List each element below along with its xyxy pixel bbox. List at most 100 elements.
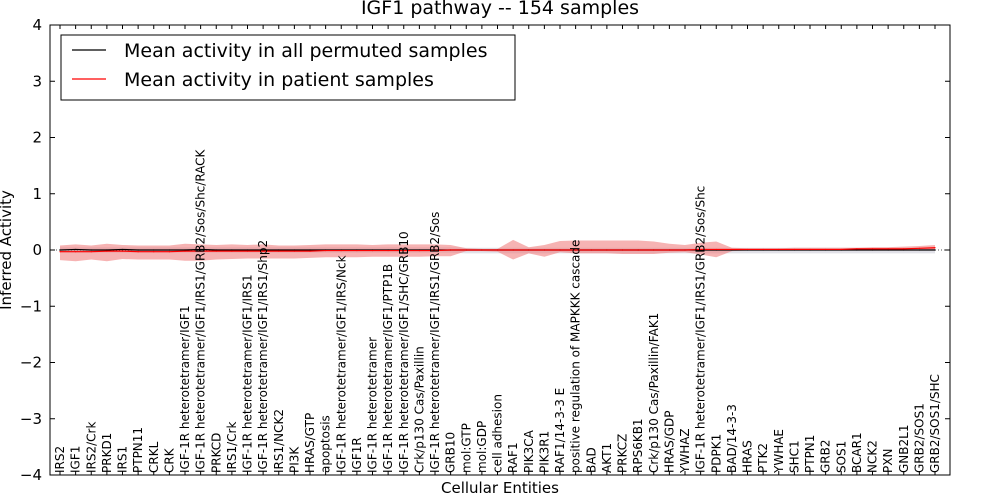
series-0-point-6 <box>153 249 155 251</box>
y-tick-label: 4 <box>32 16 42 34</box>
series-1-point-53 <box>887 248 889 250</box>
x-tick-label-32: RAF1/14-3-3 E <box>553 388 567 473</box>
x-tick-label-33: positive regulation of MAPKKK cascade <box>569 240 583 473</box>
x-tick-label-11: IRS1/Crk <box>225 422 239 473</box>
y-axis-label: Inferred Activity <box>0 190 15 310</box>
x-tick-label-46: YWHAE <box>772 429 786 474</box>
series-1-point-54 <box>903 248 905 250</box>
chart-title: IGF1 pathway -- 154 samples <box>361 0 639 19</box>
series-0-point-5 <box>137 249 139 251</box>
x-tick-label-2: IRS2/Crk <box>84 422 98 473</box>
legend: Mean activity in all permuted samples Me… <box>60 34 516 101</box>
series-0-point-52 <box>871 249 874 251</box>
x-tick-label-36: PRKCZ <box>616 434 630 473</box>
series-1-point-1 <box>75 251 77 253</box>
series-0-point-51 <box>856 249 858 251</box>
series-0-point-11 <box>231 249 233 251</box>
series-1-point-19 <box>356 249 358 252</box>
series-0-point-0 <box>59 249 61 251</box>
series-0-point-15 <box>293 249 295 251</box>
x-tick-label-45: PTK2 <box>756 443 770 473</box>
x-tick-label-56: GRB2/SOS1/SHC <box>928 374 942 473</box>
series-1-point-32 <box>559 249 561 251</box>
x-tick-label-3: PRKD1 <box>100 433 114 473</box>
legend-label-patient: Mean activity in patient samples <box>124 69 434 91</box>
series-1-point-16 <box>309 250 311 252</box>
series-1-point-33 <box>575 249 577 251</box>
series-1-point-6 <box>153 251 155 253</box>
series-1-point-4 <box>121 250 124 252</box>
series-0-point-1 <box>75 248 77 251</box>
legend-box <box>60 34 516 101</box>
x-tick-label-30: PIK3CA <box>522 429 536 473</box>
series-1-point-17 <box>325 249 327 252</box>
series-1-point-34 <box>590 249 592 251</box>
x-axis: IRS2 IGF1 IRS2/Crk PRKD1 IRS1 PTPN11 CRKL CRK IG… <box>53 25 942 475</box>
series-1-point-13 <box>262 250 264 252</box>
series-0-point-9 <box>200 248 202 251</box>
series-0-point-14 <box>278 249 280 251</box>
series-0-point-56 <box>934 249 936 251</box>
series-1-point-43 <box>731 248 733 251</box>
series-1-point-14 <box>278 250 280 252</box>
series-0-point-2 <box>90 249 92 251</box>
x-tick-label-48: PTPN1 <box>803 435 817 473</box>
x-tick-label-23: Crk/p130 Cas/Paxillin <box>412 346 426 473</box>
x-tick-label-22: IGF-1R heterotetramer/IGF1/SHC/GRB10 <box>397 231 411 473</box>
x-tick-label-35: AKT1 <box>600 443 614 473</box>
x-tick-label-18: IGF-1R heterotetramer/IGF1/IRS/Nck <box>334 255 348 473</box>
series-0-point-4 <box>121 248 124 251</box>
x-tick-label-13: IGF-1R heterotetramer/IGF1/IRS1/Shp2 <box>256 240 270 473</box>
x-tick-label-34: BAD <box>584 447 598 473</box>
series-1-point-50 <box>840 248 842 251</box>
x-tick-label-0: IRS2 <box>53 446 67 473</box>
series-1-point-41 <box>700 248 702 251</box>
series-1-point-3 <box>106 250 108 252</box>
series-0-point-7 <box>168 249 170 251</box>
x-tick-label-50: SOS1 <box>834 441 848 473</box>
y-tick-label: −2 <box>20 354 42 372</box>
x-tick-label-7: CRK <box>162 447 176 473</box>
series-1-point-12 <box>246 250 249 252</box>
x-tick-label-42: PDPK1 <box>709 434 723 473</box>
series-1-point-44 <box>746 248 749 251</box>
series-1-point-21 <box>387 249 389 252</box>
x-tick-label-27: mol:GDP <box>475 421 489 473</box>
x-tick-label-26: mol:GTP <box>459 423 473 473</box>
series-1-point-42 <box>715 248 717 251</box>
x-tick-label-9: IGF-1R heterotetramer/IGF1/IRS1/GRB2/Sos… <box>194 148 208 473</box>
y-tick-label: 2 <box>32 129 42 147</box>
x-tick-label-14: IRS1/NCK2 <box>272 409 286 473</box>
series-0-point-16 <box>309 249 311 251</box>
series-1-point-37 <box>637 249 639 251</box>
x-tick-label-19: IGF1R <box>350 437 364 473</box>
series-1-point-55 <box>918 247 920 249</box>
series-1-point-45 <box>762 248 764 251</box>
x-tick-label-55: GRB2/SOS1 <box>912 403 926 473</box>
series-0-point-54 <box>903 249 905 251</box>
series-1-point-22 <box>403 249 405 252</box>
x-tick-label-54: GNB2L1 <box>897 425 911 473</box>
x-tick-label-38: Crk/p130 Cas/Paxillin/FAK1 <box>647 313 661 473</box>
series-0-point-13 <box>262 249 264 251</box>
series-1-point-7 <box>168 251 170 253</box>
x-axis-label: Cellular Entities <box>441 479 559 497</box>
series-1-point-8 <box>184 250 186 252</box>
x-tick-label-29: RAF1 <box>506 442 520 473</box>
series-1-point-38 <box>653 249 655 251</box>
series-0-point-53 <box>887 249 889 251</box>
x-tick-label-49: GRB2 <box>819 439 833 473</box>
legend-label-permuted: Mean activity in all permuted samples <box>124 40 487 62</box>
x-tick-label-1: IGF1 <box>69 446 83 473</box>
x-tick-label-21: IGF-1R heterotetramer/IGF1/PTP1B <box>381 264 395 473</box>
series-1-point-40 <box>684 249 686 251</box>
series-0-point-3 <box>106 249 108 251</box>
x-tick-label-24: IGF-1R heterotetramer/IGF1/IRS1/GRB2/Sos <box>428 212 442 473</box>
series-0-point-12 <box>246 249 249 251</box>
x-tick-label-43: BAD/14-3-3 <box>725 404 739 473</box>
series-0-point-8 <box>184 249 186 251</box>
series-1-point-27 <box>481 249 483 251</box>
series-1-point-18 <box>340 249 342 252</box>
x-tick-label-4: IRS1 <box>116 446 130 473</box>
